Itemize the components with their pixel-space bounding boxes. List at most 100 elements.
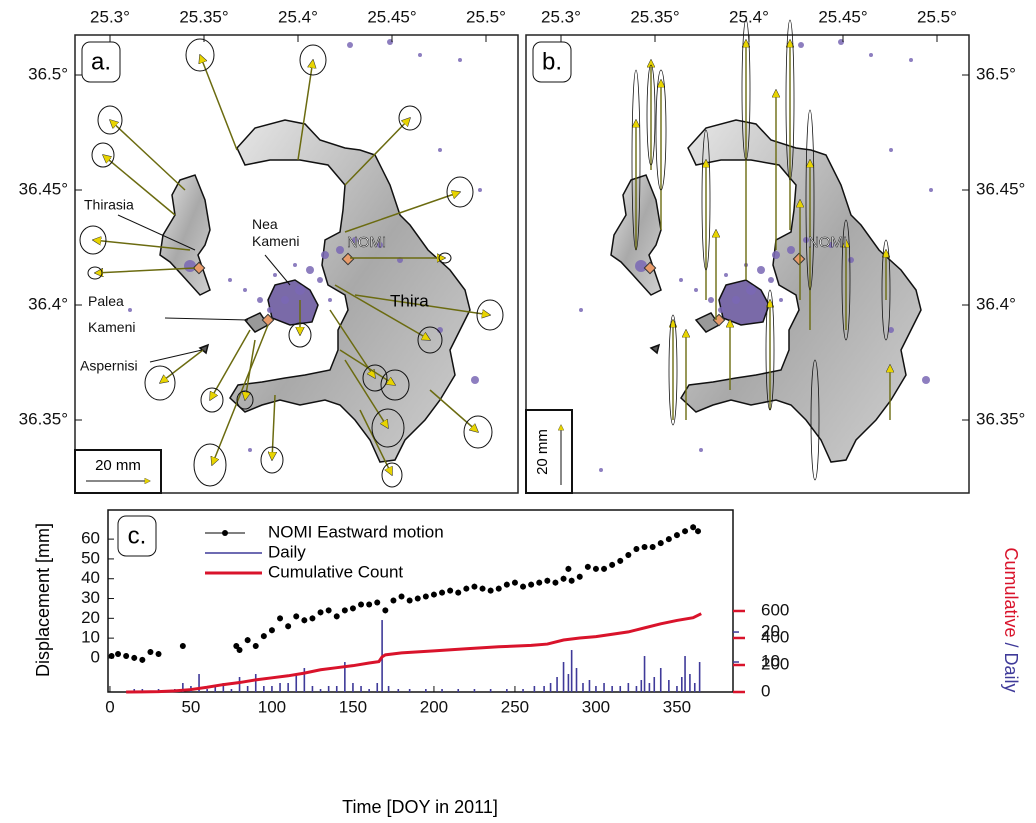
point [236, 647, 243, 654]
bar [648, 683, 651, 692]
bar [549, 683, 552, 692]
bar [635, 686, 638, 692]
bar [230, 689, 233, 692]
point [358, 601, 365, 608]
lat-tick-label: 36.4° [976, 294, 1016, 313]
point [633, 546, 640, 553]
bar [319, 689, 322, 692]
bar [344, 662, 346, 692]
y3-tick-label: 20 [761, 622, 780, 641]
point [147, 648, 154, 655]
map-panel-b: b. 20 mm NOMI [525, 19, 970, 494]
place-label: Thira [390, 291, 429, 310]
lat-tick-label: 36.45° [19, 179, 68, 198]
bar [425, 689, 427, 692]
bar [689, 674, 691, 692]
lon-tick-label: 25.5° [917, 7, 957, 26]
bar [640, 680, 643, 692]
point [406, 597, 413, 604]
point [568, 577, 575, 584]
point [609, 561, 616, 568]
chart-panel-c: c. Time [DOY in 2011] Displacement [mm] … [33, 509, 1021, 817]
x-tick-label: 150 [339, 697, 367, 716]
bar [352, 683, 354, 692]
place-label: Aspernisi [80, 358, 138, 374]
point [123, 652, 130, 659]
point [544, 577, 551, 584]
lat-tick-label: 36.5° [28, 64, 68, 83]
lon-tick-label: 25.35° [179, 7, 228, 26]
bar [327, 686, 330, 692]
bar [457, 689, 460, 692]
bar [533, 686, 536, 692]
point [536, 579, 543, 586]
lat-tick-label: 36.45° [976, 179, 1025, 198]
bar [681, 677, 683, 692]
point [690, 524, 697, 531]
bar [254, 674, 257, 692]
point [528, 581, 535, 588]
point [115, 650, 122, 657]
panel-label: a. [91, 48, 111, 75]
bar [659, 668, 662, 692]
bar [489, 689, 492, 692]
point [244, 637, 251, 644]
y2-tick-label: 200 [761, 654, 789, 673]
x-tick-label: 350 [663, 697, 691, 716]
lon-tick-label: 25.35° [630, 7, 679, 26]
bar [368, 689, 370, 692]
point [487, 587, 494, 594]
point [414, 595, 421, 602]
point [108, 652, 115, 659]
x-tick-label: 50 [181, 697, 200, 716]
bar [684, 656, 686, 692]
point [179, 643, 186, 650]
bar [214, 686, 217, 692]
bar [376, 683, 379, 692]
bar [588, 680, 591, 692]
y-tick-label: 0 [91, 647, 100, 666]
y-tick-label: 30 [81, 588, 100, 607]
point [471, 583, 478, 590]
lat-tick-label: 36.35° [976, 409, 1025, 428]
bar [295, 674, 298, 692]
point [617, 557, 624, 564]
point [584, 563, 591, 570]
y3-tick-label: 10 [761, 652, 780, 671]
bar [397, 689, 400, 692]
point [560, 575, 567, 582]
station-label: NOMI [808, 234, 847, 251]
y-axis-label: Displacement [mm] [33, 523, 53, 677]
bar [570, 650, 573, 692]
point [374, 599, 381, 606]
map-panel-a: a. 20 mm Thirasia Nea Kameni Palea Kameni … [74, 34, 519, 494]
bar [619, 686, 622, 692]
y-tick-label: 50 [81, 548, 100, 567]
place-label: Thirasia [84, 197, 134, 213]
y2-tick-label: 0 [761, 681, 770, 700]
point [565, 565, 572, 572]
lon-tick-label: 25.5° [466, 7, 506, 26]
x-tick-label: 200 [420, 697, 448, 716]
point [649, 544, 656, 551]
panel-label: c. [128, 522, 147, 549]
bar [441, 689, 443, 692]
scale-label: 20 mm [534, 429, 551, 475]
point [495, 585, 502, 592]
point [625, 551, 632, 558]
legend-label: Cumulative Count [268, 562, 403, 581]
point [277, 615, 284, 622]
point [503, 581, 510, 588]
place-label: Nea Kameni [252, 216, 299, 249]
point [349, 605, 356, 612]
bar [311, 686, 314, 692]
lon-tick-label: 25.4° [278, 7, 318, 26]
y2-tick-label: 600 [761, 600, 789, 619]
y-tick-label: 60 [81, 529, 100, 548]
point [657, 540, 664, 547]
bar [198, 674, 200, 692]
point [592, 565, 599, 572]
point [341, 607, 348, 614]
bar [676, 686, 678, 692]
point [333, 613, 340, 620]
